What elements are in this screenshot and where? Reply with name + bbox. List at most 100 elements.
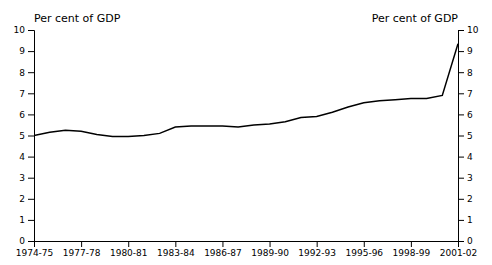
tick-mark [28, 199, 34, 200]
tick-label: 7 [467, 89, 473, 99]
y-axis-label: Per cent of GDP [34, 12, 121, 25]
tick-mark [458, 220, 464, 221]
tick-mark [28, 114, 34, 115]
tick-label: 9 [19, 46, 25, 56]
x-axis: 1974-75 1977-78 1980-81 1983-84 1986-87 1989-… [16, 241, 478, 258]
x-axis-tick: 1986-87 [204, 241, 242, 258]
tick-mark [28, 136, 34, 137]
y-axis-tick: 3 [19, 173, 34, 183]
tick-mark [128, 241, 129, 247]
tick-mark [458, 30, 464, 31]
x-axis-tick: 1995-96 [345, 241, 383, 258]
tick-label: 0 [467, 236, 473, 246]
marks [34, 44, 458, 137]
line [34, 44, 458, 137]
tick-label: 5 [19, 131, 25, 141]
tick-mark [458, 178, 464, 179]
tick-mark [175, 241, 176, 247]
y2-axis-tick: 1 [458, 215, 473, 225]
y-axis-tick: 4 [19, 152, 34, 162]
y2-axis-tick: 6 [458, 110, 473, 120]
tick-label: 2 [19, 194, 25, 204]
tick-mark [458, 51, 464, 52]
tick-label: 10 [14, 25, 26, 35]
tick-label: 1992-93 [298, 248, 336, 258]
tick-label: 5 [467, 131, 473, 141]
y-axis-tick: 10 [14, 25, 34, 35]
tick-mark [222, 241, 223, 247]
tick-label: 1974-75 [16, 248, 54, 258]
tick-mark [270, 241, 271, 247]
tick-mark [28, 30, 34, 31]
tick-label: 1998-99 [393, 248, 431, 258]
x-axis-tick: 1977-78 [63, 241, 101, 258]
tick-label: 1 [19, 215, 25, 225]
tick-label: 3 [467, 173, 473, 183]
y-axis: 0 1 2 3 4 5 6 7 8 9 10 [14, 25, 35, 246]
tick-label: 0 [19, 236, 25, 246]
tick-mark [458, 93, 464, 94]
tick-label: 1983-84 [157, 248, 195, 258]
y2-axis-tick: 5 [458, 131, 473, 141]
tick-label: 1989-90 [251, 248, 289, 258]
x-axis-tick: 1998-99 [393, 241, 431, 258]
tick-label: 4 [467, 152, 473, 162]
tick-mark [28, 178, 34, 179]
tick-mark [458, 241, 464, 242]
y2-axis-tick: 7 [458, 89, 473, 99]
chart: 1974-75 1977-78 1980-81 1983-84 1986-87 1989-… [0, 0, 492, 265]
tick-label: 7 [19, 89, 25, 99]
y2-axis-line [459, 31, 465, 242]
y-axis-tick: 2 [19, 194, 34, 204]
y-axis-tick: 7 [19, 89, 34, 99]
tick-label: 4 [19, 152, 25, 162]
tick-mark [28, 157, 34, 158]
y2-axis-tick: 9 [458, 46, 473, 56]
tick-label: 3 [19, 173, 25, 183]
tick-mark [28, 241, 34, 242]
y2-axis-tick: 2 [458, 194, 473, 204]
y-axis-tick: 6 [19, 110, 34, 120]
y2-axis: 0 1 2 3 4 5 6 7 8 9 10 [458, 25, 479, 246]
y-axis-tick: 9 [19, 46, 34, 56]
y2-axis-tick: 4 [458, 152, 473, 162]
tick-mark [81, 241, 82, 247]
tick-label: 1 [467, 215, 473, 225]
y2-axis-tick: 3 [458, 173, 473, 183]
y2-axis-tick: 10 [458, 25, 479, 35]
x-axis-line [35, 242, 459, 248]
tick-label: 2 [467, 194, 473, 204]
tick-label: 6 [19, 110, 25, 120]
y2-axis-tick: 0 [458, 236, 473, 246]
y2-axis-label: Per cent of GDP [372, 12, 459, 25]
tick-mark [28, 220, 34, 221]
tick-mark [364, 241, 365, 247]
y-axis-line [28, 31, 35, 242]
y-axis-tick: 1 [19, 215, 34, 225]
tick-mark [28, 72, 34, 73]
y-axis-tick: 0 [19, 236, 34, 246]
tick-mark [458, 199, 464, 200]
tick-mark [28, 93, 34, 94]
y-axis-tick: 5 [19, 131, 34, 141]
x-axis-tick: 1989-90 [251, 241, 289, 258]
plot: 1974-75 1977-78 1980-81 1983-84 1986-87 1989-… [14, 12, 479, 258]
tick-mark [411, 241, 412, 247]
x-axis-tick: 1992-93 [298, 241, 336, 258]
x-axis-tick: 1983-84 [157, 241, 195, 258]
tick-mark [458, 72, 464, 73]
tick-mark [458, 136, 464, 137]
y2-axis-tick: 8 [458, 68, 473, 78]
y-axis-tick: 8 [19, 68, 34, 78]
tick-label: 10 [467, 25, 479, 35]
tick-mark [458, 157, 464, 158]
tick-label: 6 [467, 110, 473, 120]
tick-label: 1986-87 [204, 248, 242, 258]
tick-mark [28, 51, 34, 52]
x-axis-tick: 1980-81 [110, 241, 148, 258]
tick-label: 1980-81 [110, 248, 148, 258]
tick-label: 8 [467, 68, 473, 78]
tick-label: 9 [467, 46, 473, 56]
tick-label: 8 [19, 68, 25, 78]
tick-label: 1995-96 [345, 248, 383, 258]
